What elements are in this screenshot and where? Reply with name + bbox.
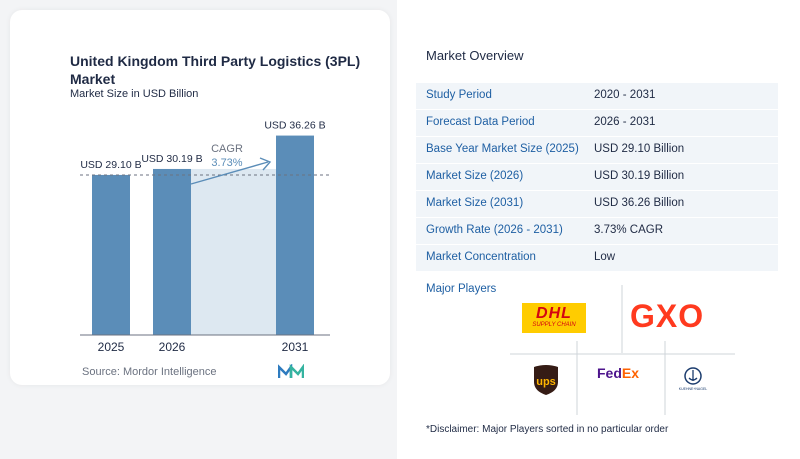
overview-row-value: Low (594, 251, 616, 263)
cagr-arrow-head (259, 157, 272, 171)
fedex-ex: Ex (621, 365, 640, 381)
overview-row: Market Size (2031) USD 36.26 Billion (416, 191, 778, 218)
overview-row: Market Concentration Low (416, 245, 778, 272)
kuehne-nagel-icon (684, 367, 702, 385)
major-players-title: Major Players (426, 283, 497, 295)
chart-title: United Kingdom Third Party Logistics (3P… (70, 53, 361, 87)
ups-logo-text: ups (536, 376, 556, 388)
overview-row: Market Size (2026) USD 30.19 Billion (416, 164, 778, 191)
overview-title: Market Overview (426, 48, 524, 63)
overview-row-value: USD 36.26 Billion (594, 197, 685, 209)
data-label: USD 29.10 B (80, 159, 141, 171)
bar-2026 (153, 168, 191, 335)
chart-subtitle: Market Size in USD Billion (70, 88, 199, 100)
kuehne-nagel-logo: KUEHNE+NAGEL (675, 366, 711, 396)
x-tick-label: 2031 (282, 340, 309, 354)
overview-row-value: USD 30.19 Billion (594, 170, 685, 182)
overview-row-value: 2020 - 2031 (594, 89, 656, 101)
overview-row-label: Forecast Data Period (426, 116, 535, 128)
overview-row-label: Market Size (2031) (426, 197, 524, 209)
overview-row-label: Base Year Market Size (2025) (426, 143, 579, 155)
overview-row: Base Year Market Size (2025) USD 29.10 Bi… (416, 137, 778, 164)
data-label: USD 36.26 B (264, 120, 325, 132)
overview-row-label: Market Size (2026) (426, 170, 524, 182)
fedex-logo: FedEx (597, 365, 639, 381)
overview-row: Study Period 2020 - 2031 (416, 83, 778, 110)
overview-row-label: Market Concentration (426, 251, 536, 263)
kuehne-nagel-text: KUEHNE+NAGEL (678, 387, 708, 391)
mordor-logo-icon (278, 364, 304, 378)
x-tick-label: 2026 (159, 340, 186, 354)
growth-band (191, 168, 276, 335)
overview-row-label: Growth Rate (2026 - 2031) (426, 224, 563, 236)
gxo-logo: GXO (630, 298, 705, 334)
disclaimer: *Disclaimer: Major Players sorted in no … (426, 424, 669, 435)
cagr-value: 3.73% (211, 157, 242, 169)
overview-row-label: Study Period (426, 89, 492, 101)
dhl-logo-tagline: SUPPLY CHAIN (532, 322, 576, 328)
bar-2025 (92, 174, 130, 335)
cagr-arrow-line (190, 161, 269, 185)
players-grid-lines (510, 285, 735, 415)
x-tick-label: 2025 (98, 340, 125, 354)
data-label: USD 30.19 B (141, 153, 202, 165)
overview-row-value: 3.73% CAGR (594, 224, 664, 236)
bar-2031 (276, 135, 314, 335)
overview-row: Forecast Data Period 2026 - 2031 (416, 110, 778, 137)
source-label: Source: Mordor Intelligence (82, 366, 217, 378)
overview-row-value: USD 29.10 Billion (594, 143, 685, 155)
ups-logo: ups (534, 365, 558, 395)
cagr-label: CAGR (211, 143, 243, 155)
overview-row: Growth Rate (2026 - 2031) 3.73% CAGR (416, 218, 778, 245)
bar-chart: 2025 2026 2031 USD 29.10 B USD 30.19 B USD 36… (80, 120, 330, 354)
dhl-logo-text: DHL (536, 305, 572, 322)
fedex-fed: Fed (597, 365, 622, 381)
dhl-logo: DHL SUPPLY CHAIN (522, 303, 586, 333)
overview-row-value: 2026 - 2031 (594, 116, 656, 128)
